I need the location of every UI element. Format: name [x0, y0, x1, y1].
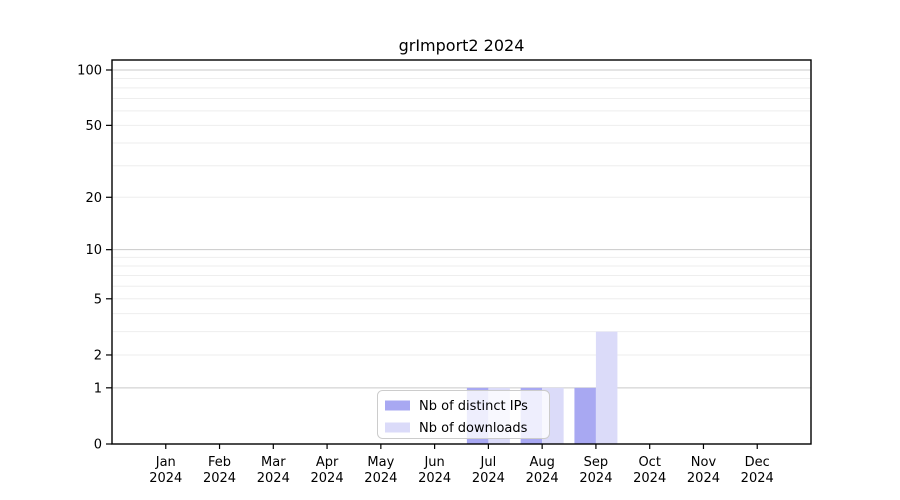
x-tick-label-year: 2024: [633, 471, 666, 486]
tick-labels-group: 0125102050100Jan2024Feb2024Mar2024Apr202…: [77, 63, 774, 486]
x-tick-label-year: 2024: [741, 471, 774, 486]
x-tick-label-year: 2024: [418, 471, 451, 486]
y-tick-label: 5: [94, 292, 102, 307]
x-tick-label-year: 2024: [311, 471, 344, 486]
legend-swatch-distinct-ips: [385, 400, 410, 411]
legend: Nb of distinct IPs Nb of downloads: [377, 390, 550, 439]
y-tick-label: 1: [94, 381, 102, 396]
legend-label-downloads: Nb of downloads: [419, 421, 528, 436]
y-tick-label: 2: [94, 348, 102, 363]
legend-label-distinct-ips: Nb of distinct IPs: [419, 399, 528, 414]
x-tick-label-year: 2024: [203, 471, 236, 486]
x-tick-label-month: Jun: [423, 455, 444, 470]
y-tick-label: 0: [94, 438, 102, 453]
x-tick-label-year: 2024: [149, 471, 182, 486]
x-tick-label-year: 2024: [472, 471, 505, 486]
x-tick-label-month: May: [367, 455, 394, 470]
legend-swatch-downloads: [385, 422, 410, 433]
x-tick-label-year: 2024: [364, 471, 397, 486]
bar-downloads-sep: [595, 331, 618, 444]
y-tick-label: 10: [85, 243, 102, 258]
x-tick-label-month: Jan: [155, 455, 176, 470]
x-tick-label-month: Oct: [638, 455, 660, 470]
axes-group: [106, 59, 812, 449]
x-tick-label-year: 2024: [257, 471, 290, 486]
x-tick-label-month: Dec: [745, 455, 770, 470]
gridlines-group: [112, 69, 811, 389]
y-tick-label: 50: [85, 119, 102, 134]
x-tick-label-year: 2024: [687, 471, 720, 486]
x-tick-label-year: 2024: [579, 471, 612, 486]
x-tick-label-month: Jul: [480, 455, 497, 470]
bar-distinct-ips-sep: [574, 387, 596, 444]
x-tick-label-month: Feb: [208, 455, 231, 470]
legend-box: [377, 390, 550, 439]
x-tick-label-month: Sep: [584, 455, 609, 470]
chart-title: grImport2 2024: [399, 36, 525, 55]
y-tick-label: 20: [85, 191, 102, 206]
x-tick-label-month: Apr: [316, 455, 339, 470]
plot-border: [111, 59, 812, 445]
x-tick-label-month: Aug: [529, 455, 554, 470]
y-tick-label: 100: [77, 63, 102, 78]
x-tick-label-month: Nov: [691, 455, 717, 470]
x-tick-label-month: Mar: [261, 455, 286, 470]
x-tick-label-year: 2024: [526, 471, 559, 486]
